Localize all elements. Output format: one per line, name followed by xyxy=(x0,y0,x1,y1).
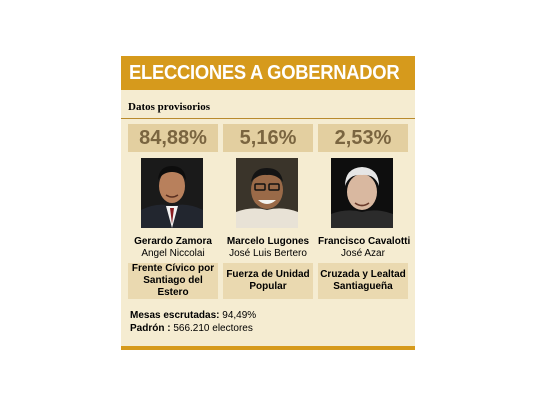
running-mate-name: José Azar xyxy=(341,248,385,259)
voter-roll-value: 566.210 electores xyxy=(173,323,253,334)
party-name: Frente Cívico por Santiago del Estero xyxy=(128,263,218,299)
party-name: Cruzada y Lealtad Santiagueña xyxy=(318,263,408,299)
bottom-bar xyxy=(121,346,415,350)
subtitle: Datos provisorios xyxy=(128,101,210,113)
vote-percentage: 2,53% xyxy=(318,124,408,152)
candidate-name: Francisco Cavalotti xyxy=(318,236,411,247)
panel-title: ELECCIONES A GOBERNADOR xyxy=(129,62,400,84)
party-name: Fuerza de Unidad Popular xyxy=(223,263,313,299)
header-bar: ELECCIONES A GOBERNADOR xyxy=(121,56,415,90)
summary-footer: Mesas escrutadas: 94,49% Padrón : 566.21… xyxy=(121,302,415,346)
party-name-line: Popular xyxy=(249,281,287,292)
party-name-line: Santiagueña xyxy=(333,281,393,292)
vote-percentage: 84,88% xyxy=(128,124,218,152)
election-results-panel: ELECCIONES A GOBERNADOR Datos provisorio… xyxy=(121,56,415,350)
party-name-line: Cruzada y Lealtad xyxy=(320,269,406,280)
tables-counted-label: Mesas escrutadas: xyxy=(130,310,220,321)
voter-roll: Padrón : 566.210 electores xyxy=(130,323,253,334)
tables-counted-value: 94,49% xyxy=(222,310,257,321)
vote-percentage: 5,16% xyxy=(223,124,313,152)
running-mate-name: José Luis Bertero xyxy=(229,248,307,259)
tables-counted: Mesas escrutadas: 94,49% xyxy=(130,310,256,321)
party-name-line: Frente Cívico por xyxy=(131,263,215,274)
candidate-photo xyxy=(236,158,298,228)
divider xyxy=(121,118,415,119)
candidate-photo xyxy=(331,158,393,228)
candidate-name: Marcelo Lugones xyxy=(226,236,310,247)
candidate-photo xyxy=(141,158,203,228)
running-mate-name: Angel Niccolai xyxy=(141,248,205,259)
voter-roll-label: Padrón : xyxy=(130,323,171,334)
candidate-name: Gerardo Zamora xyxy=(134,236,212,247)
party-name-line: Santiago del Estero xyxy=(143,275,203,298)
party-name-line: Fuerza de Unidad xyxy=(226,269,310,280)
